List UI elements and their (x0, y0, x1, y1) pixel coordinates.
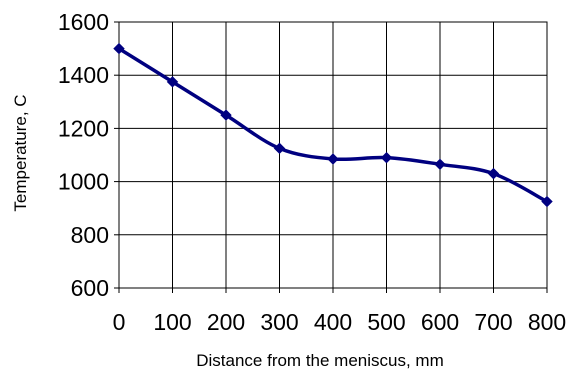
x-tick-label-800: 800 (528, 309, 566, 335)
y-axis-title: Temperature, C (11, 94, 30, 211)
x-tick-label-400: 400 (314, 309, 352, 335)
x-tick-label-0: 0 (113, 309, 126, 335)
data-point-500 (380, 151, 393, 164)
data-point-200 (220, 109, 232, 121)
label-layer: 600 800 1000 1200 1400 1600 0 100 200 300 400 500 60… (58, 9, 566, 335)
y-tick-label-1400: 1400 (58, 62, 109, 88)
data-point-700 (487, 167, 500, 180)
data-point-800 (541, 195, 553, 208)
x-tick-label-700: 700 (474, 309, 512, 335)
data-point-0 (113, 42, 125, 55)
y-tick-label-1600: 1600 (58, 9, 109, 35)
y-tick-label-800: 800 (71, 222, 109, 248)
series-layer (113, 42, 553, 208)
data-point-400 (327, 153, 339, 165)
y-tick-label-600: 600 (71, 275, 109, 301)
plot-area-border (118, 21, 548, 289)
x-tick-label-600: 600 (421, 309, 459, 335)
data-point-100 (166, 76, 179, 88)
x-tick-label-100: 100 (153, 309, 191, 335)
x-tick-label-200: 200 (207, 309, 245, 335)
y-tick-label-1200: 1200 (58, 115, 109, 141)
data-point-600 (434, 158, 446, 171)
axis-layer (114, 21, 548, 293)
x-tick-label-500: 500 (367, 309, 405, 335)
y-tick-label-1000: 1000 (58, 169, 109, 195)
data-point-300 (273, 142, 286, 155)
x-tick-label-300: 300 (260, 309, 298, 335)
x-axis-title: Distance from the meniscus, mm (196, 351, 444, 370)
